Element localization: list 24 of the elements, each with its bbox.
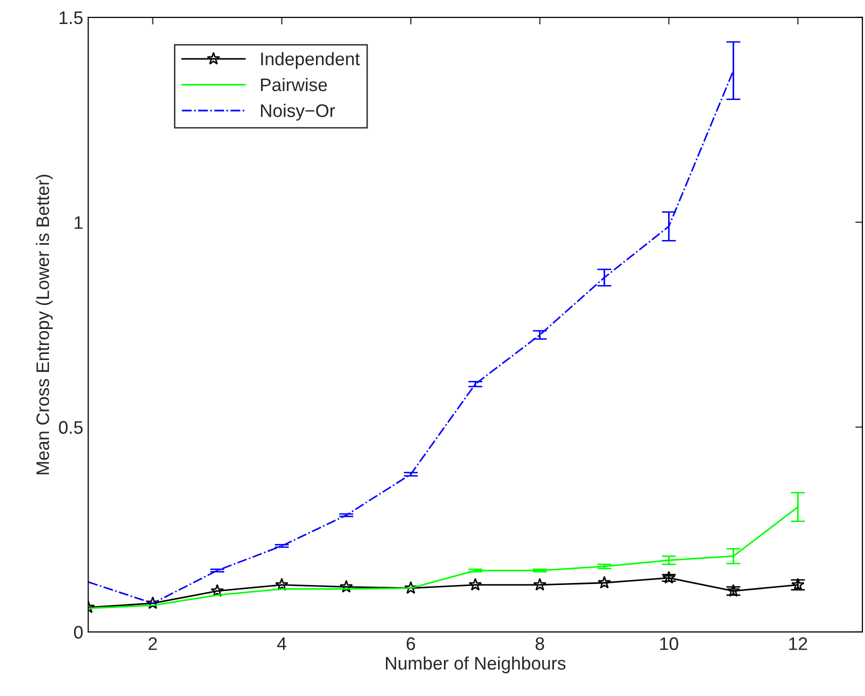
point xyxy=(275,578,288,591)
y-axis-title: Mean Cross Entropy (Lower is Better) xyxy=(36,174,53,474)
point xyxy=(340,580,353,593)
point xyxy=(404,581,418,594)
point xyxy=(468,578,482,591)
legend-label: Noisy−Or xyxy=(261,104,335,121)
y-tick-label: 1 xyxy=(74,216,82,229)
point xyxy=(146,596,160,610)
point xyxy=(210,584,224,597)
legend-label: Pairwise xyxy=(261,78,327,92)
x-tick-label: 8 xyxy=(536,637,544,650)
point xyxy=(533,578,546,591)
point xyxy=(662,570,676,584)
x-axis-title: Number of Neighbours xyxy=(386,656,566,674)
y-tick-label: 0.5 xyxy=(58,421,83,434)
x-tick-label: 2 xyxy=(148,637,157,650)
legend-label: Independent xyxy=(261,52,360,69)
y-tick-label: 1.5 xyxy=(60,12,83,24)
x-tick-label: 6 xyxy=(406,637,416,650)
y-tick-label: 0 xyxy=(74,626,83,639)
x-tick-label: 10 xyxy=(660,637,678,650)
point xyxy=(598,576,611,589)
x-tick-label: 4 xyxy=(277,637,286,650)
x-tick-label: 12 xyxy=(789,637,808,650)
